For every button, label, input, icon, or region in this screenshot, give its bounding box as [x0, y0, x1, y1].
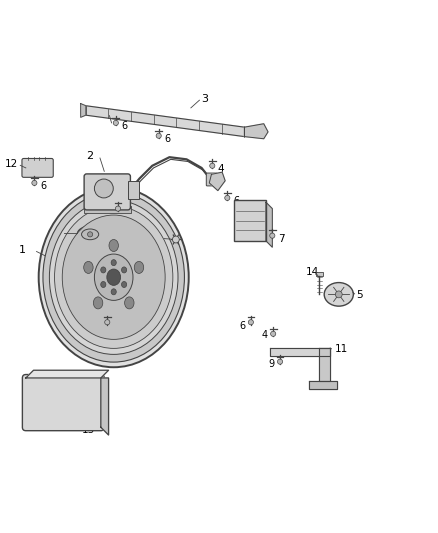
- Ellipse shape: [324, 282, 353, 306]
- Circle shape: [271, 331, 276, 336]
- Text: 6: 6: [233, 196, 239, 206]
- Text: 5: 5: [356, 290, 363, 300]
- Ellipse shape: [39, 187, 189, 367]
- Polygon shape: [309, 382, 337, 389]
- Circle shape: [225, 195, 230, 200]
- Polygon shape: [86, 106, 244, 136]
- Text: 11: 11: [335, 344, 348, 354]
- Circle shape: [336, 291, 342, 298]
- Circle shape: [105, 320, 110, 325]
- Text: 14: 14: [306, 267, 319, 277]
- Bar: [316, 272, 323, 276]
- Ellipse shape: [111, 260, 116, 265]
- Text: 6: 6: [124, 207, 130, 217]
- Text: 6: 6: [40, 181, 46, 191]
- Ellipse shape: [107, 269, 120, 285]
- Circle shape: [95, 179, 113, 198]
- Polygon shape: [26, 370, 109, 378]
- Text: 4: 4: [218, 164, 225, 174]
- Text: 10: 10: [146, 232, 159, 243]
- Text: 4: 4: [262, 330, 268, 340]
- Bar: [234, 200, 266, 241]
- Polygon shape: [81, 103, 86, 117]
- Circle shape: [115, 206, 120, 211]
- Polygon shape: [319, 348, 330, 382]
- Ellipse shape: [49, 200, 178, 354]
- Ellipse shape: [84, 261, 93, 273]
- FancyBboxPatch shape: [206, 173, 217, 186]
- Ellipse shape: [62, 215, 165, 340]
- Text: 3: 3: [201, 94, 208, 104]
- Circle shape: [113, 120, 118, 125]
- Bar: [84, 206, 131, 213]
- Ellipse shape: [43, 192, 184, 362]
- Ellipse shape: [55, 206, 173, 349]
- Text: 8: 8: [56, 228, 62, 238]
- Ellipse shape: [101, 267, 106, 273]
- Text: 13: 13: [244, 210, 258, 220]
- Polygon shape: [244, 124, 268, 139]
- FancyBboxPatch shape: [22, 158, 53, 177]
- Text: 6: 6: [240, 321, 246, 330]
- Ellipse shape: [101, 281, 106, 287]
- Text: 6: 6: [164, 134, 170, 144]
- Ellipse shape: [134, 261, 144, 273]
- Circle shape: [173, 236, 179, 243]
- FancyBboxPatch shape: [84, 174, 131, 210]
- Circle shape: [270, 233, 275, 238]
- Text: 1: 1: [19, 245, 26, 255]
- Circle shape: [88, 232, 93, 237]
- Text: 9: 9: [269, 359, 275, 369]
- Ellipse shape: [121, 281, 127, 287]
- Ellipse shape: [111, 289, 116, 295]
- Text: 9: 9: [113, 321, 120, 330]
- Polygon shape: [266, 202, 272, 247]
- Ellipse shape: [121, 267, 127, 273]
- Circle shape: [32, 180, 37, 185]
- Bar: [128, 181, 138, 199]
- Polygon shape: [270, 348, 330, 356]
- Ellipse shape: [95, 254, 133, 301]
- Text: 6: 6: [121, 122, 127, 131]
- Circle shape: [248, 320, 254, 325]
- Circle shape: [277, 359, 283, 364]
- FancyBboxPatch shape: [22, 375, 104, 431]
- Polygon shape: [101, 378, 109, 435]
- Ellipse shape: [124, 297, 134, 309]
- Ellipse shape: [109, 239, 118, 252]
- Circle shape: [156, 133, 161, 139]
- Ellipse shape: [93, 297, 103, 309]
- Text: 12: 12: [5, 159, 18, 169]
- Polygon shape: [209, 172, 225, 191]
- Text: 7: 7: [278, 233, 285, 244]
- Ellipse shape: [81, 229, 99, 240]
- Ellipse shape: [77, 226, 103, 243]
- Text: 2: 2: [86, 151, 93, 161]
- Text: 15: 15: [81, 425, 95, 435]
- Circle shape: [210, 163, 215, 168]
